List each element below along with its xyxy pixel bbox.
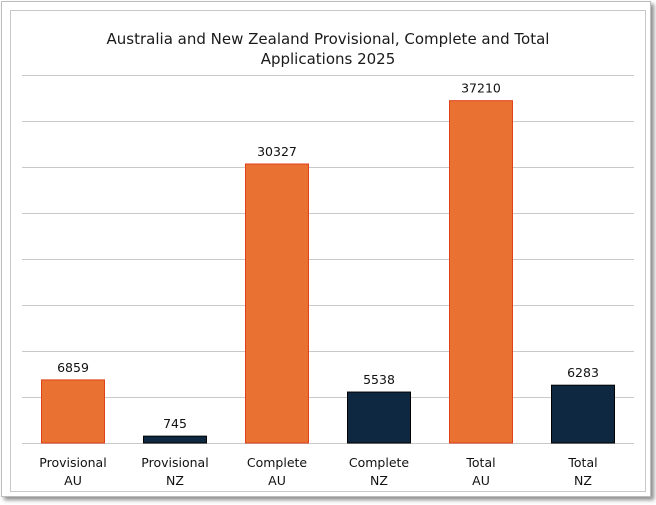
bar xyxy=(347,391,411,444)
category-label: Total xyxy=(465,455,495,470)
category-label: NZ xyxy=(166,473,184,488)
bar-plot: 6859 Provisional AU 745 Provisional NZ 30327 Co… xyxy=(22,75,634,488)
data-label: 30327 xyxy=(257,144,297,159)
bar xyxy=(551,384,615,444)
data-label: 6283 xyxy=(567,365,599,380)
bar xyxy=(41,379,105,444)
category-label: AU xyxy=(64,473,82,488)
category-label: Complete xyxy=(349,455,410,470)
category-label: Provisional xyxy=(141,455,208,470)
data-label: 37210 xyxy=(461,81,501,96)
category-label: AU xyxy=(268,473,286,488)
chart-title: Australia and New Zealand Provisional, C… xyxy=(11,29,645,69)
window-frame: Australia and New Zealand Provisional, C… xyxy=(1,1,651,497)
chart-title-line1: Australia and New Zealand Provisional, C… xyxy=(106,30,550,48)
data-label: 745 xyxy=(163,416,187,431)
chart-area: Australia and New Zealand Provisional, C… xyxy=(10,10,646,492)
data-label: 5538 xyxy=(363,372,395,387)
category-label: NZ xyxy=(574,473,592,488)
data-label: 6859 xyxy=(57,360,89,375)
category-label: Provisional xyxy=(39,455,106,470)
category-label: Total xyxy=(567,455,597,470)
bar xyxy=(245,163,309,444)
category-label: Complete xyxy=(247,455,308,470)
category-label: NZ xyxy=(370,473,388,488)
bar xyxy=(449,100,513,444)
chart-title-line2: Applications 2025 xyxy=(260,50,396,68)
category-label: AU xyxy=(472,473,490,488)
bar xyxy=(143,435,207,444)
